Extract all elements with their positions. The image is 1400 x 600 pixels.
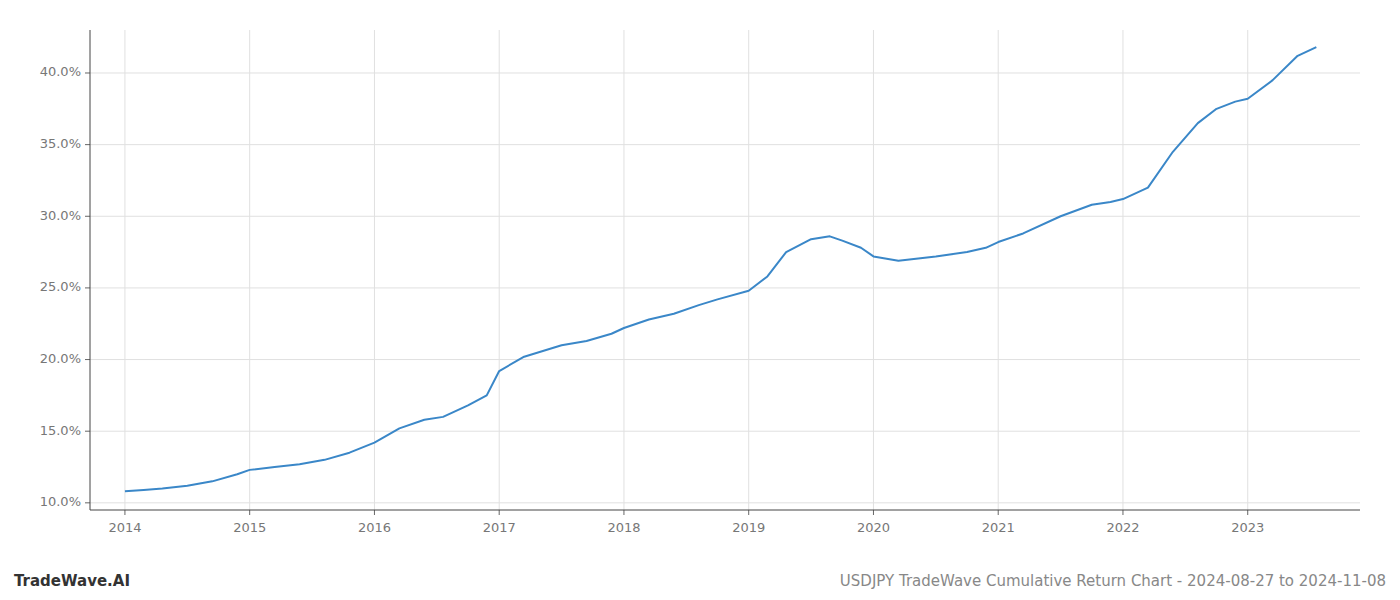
y-tick-label: 20.0% xyxy=(40,351,81,366)
x-grid-line xyxy=(1247,30,1248,510)
x-grid-line xyxy=(623,30,624,510)
x-tick-label: 2017 xyxy=(483,520,516,535)
y-tick xyxy=(85,359,90,360)
line xyxy=(125,47,1316,491)
x-tick xyxy=(873,510,874,515)
x-grid-line xyxy=(249,30,250,510)
x-tick-label: 2019 xyxy=(732,520,765,535)
x-tick xyxy=(499,510,500,515)
chart: 10.0% 15.0% 20.0% 25.0% 30.0% 35.0% 40.0% 2014 2… xyxy=(0,0,1400,600)
title: USDJPY TradeWave Cumulative Return Chart… xyxy=(840,572,1386,590)
x-grid-line xyxy=(998,30,999,510)
y-tick-label: 15.0% xyxy=(40,423,81,438)
y-tick xyxy=(85,287,90,288)
y-tick xyxy=(85,144,90,145)
y-axis-line xyxy=(90,30,91,510)
data xyxy=(125,47,1316,491)
x-tick-label: 2014 xyxy=(108,520,141,535)
x-grid-line xyxy=(499,30,500,510)
x-tick-label: 2018 xyxy=(607,520,640,535)
texts: TradeWave.AI USDJPY TradeWave Cumulative … xyxy=(14,572,1386,590)
x-tick-label: 2020 xyxy=(857,520,890,535)
x-grid-line xyxy=(748,30,749,510)
y-grid-line xyxy=(90,431,1360,432)
x-tick xyxy=(748,510,749,515)
x-grid-line xyxy=(1122,30,1123,510)
y-tick xyxy=(85,72,90,73)
y-tick-label: 25.0% xyxy=(40,279,81,294)
axes: 10.0% 15.0% 20.0% 25.0% 30.0% 35.0% 40.0% 2014 2… xyxy=(40,30,1360,535)
x-tick-label: 2023 xyxy=(1231,520,1264,535)
y-tick-label: 35.0% xyxy=(40,136,81,151)
x-tick xyxy=(249,510,250,515)
y-tick xyxy=(85,216,90,217)
x-tick xyxy=(1247,510,1248,515)
y-tick-label: 40.0% xyxy=(40,64,81,79)
y-tick xyxy=(85,431,90,432)
y-tick xyxy=(85,502,90,503)
x-grid-line xyxy=(124,30,125,510)
y-grid-line xyxy=(90,216,1360,217)
x-tick-label: 2021 xyxy=(982,520,1015,535)
y-tick-label: 10.0% xyxy=(40,494,81,509)
footer-left-label: TradeWave.AI xyxy=(14,572,130,590)
x-axis-line xyxy=(90,510,1360,511)
x-tick-label: 2015 xyxy=(233,520,266,535)
grid xyxy=(90,30,1360,510)
x-tick xyxy=(623,510,624,515)
y-tick-label: 30.0% xyxy=(40,208,81,223)
y-grid-line xyxy=(90,287,1360,288)
x-tick-label: 2016 xyxy=(358,520,391,535)
x-tick xyxy=(374,510,375,515)
x-tick-label: 2022 xyxy=(1106,520,1139,535)
x-grid-line xyxy=(873,30,874,510)
x-grid-line xyxy=(374,30,375,510)
x-tick xyxy=(124,510,125,515)
y-grid-line xyxy=(90,144,1360,145)
x-tick xyxy=(1122,510,1123,515)
y-grid-line xyxy=(90,502,1360,503)
y-grid-line xyxy=(90,72,1360,73)
x-tick xyxy=(998,510,999,515)
y-grid-line xyxy=(90,359,1360,360)
